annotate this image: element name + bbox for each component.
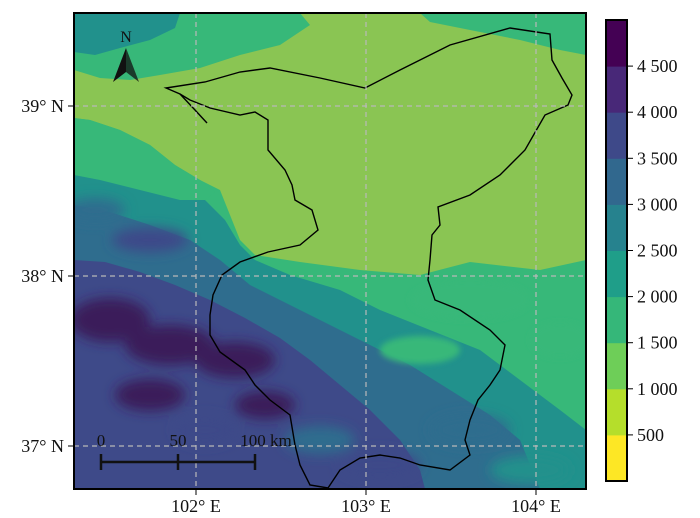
colorbar-tick-label: 2 000 bbox=[637, 287, 678, 307]
colorbar-swatch bbox=[606, 434, 627, 482]
lon-label-102: 102° E bbox=[171, 496, 221, 516]
colorbar-tick-label: 2 500 bbox=[637, 241, 678, 261]
scale-tick-100: 100 km bbox=[240, 431, 291, 450]
lat-label-39: 39° N bbox=[21, 96, 64, 116]
colorbar-ticks: 500 1 000 1 500 2 000 2 500 3 000 3 500 4 000 4 … bbox=[627, 56, 678, 445]
graticule bbox=[74, 13, 586, 489]
map-frame bbox=[73, 12, 587, 490]
colorbar-tick-label: 1 000 bbox=[637, 379, 678, 399]
colorbar-swatch bbox=[606, 296, 627, 344]
colorbar-swatch bbox=[606, 20, 627, 67]
lat-label-38: 38° N bbox=[21, 266, 64, 286]
colorbar-tick-label: 1 500 bbox=[637, 333, 678, 353]
scale-tick-50: 50 bbox=[170, 431, 187, 450]
longitude-axis: 102° E 103° E 104° E bbox=[171, 489, 561, 516]
northeast-green-patch bbox=[420, 13, 586, 55]
north-teal-patch bbox=[74, 13, 180, 55]
lat-label-37: 37° N bbox=[21, 436, 64, 456]
north-arrow-icon bbox=[113, 48, 139, 82]
colorbar-swatch bbox=[606, 250, 627, 298]
colorbar-swatch bbox=[606, 204, 627, 251]
colorbar-swatch bbox=[606, 342, 627, 390]
low-elevation-plain bbox=[74, 13, 586, 275]
elevation-map: N 0 50 100 km bbox=[74, 13, 586, 489]
middle-green-patch bbox=[74, 118, 215, 200]
colorbar-tick-label: 500 bbox=[637, 425, 664, 445]
north-label: N bbox=[120, 29, 132, 46]
colorbar-tick-label: 3 500 bbox=[637, 148, 678, 168]
colorbar: 500 1 000 1 500 2 000 2 500 3 000 3 500 4 000 4 … bbox=[605, 19, 678, 482]
colorbar-tick-label: 4 000 bbox=[637, 102, 678, 122]
colorbar-swatches bbox=[606, 20, 627, 482]
province-boundary-spur bbox=[179, 93, 208, 124]
colorbar-tick-label: 3 000 bbox=[637, 194, 678, 214]
colorbar-swatch bbox=[606, 158, 627, 205]
latitude-axis: 39° N 38° N 37° N bbox=[21, 96, 74, 456]
lon-label-104: 104° E bbox=[511, 496, 561, 516]
lon-label-103: 103° E bbox=[341, 496, 391, 516]
province-boundary bbox=[163, 27, 573, 489]
colorbar-swatch bbox=[606, 66, 627, 113]
colorbar-swatch bbox=[606, 112, 627, 159]
scale-tick-0: 0 bbox=[97, 431, 106, 450]
colorbar-swatch bbox=[606, 388, 627, 436]
colorbar-tick-label: 4 500 bbox=[637, 56, 678, 76]
scale-bar: 0 50 100 km bbox=[97, 431, 292, 470]
north-arrow: N bbox=[113, 29, 139, 82]
southeast-plateau bbox=[380, 280, 586, 364]
